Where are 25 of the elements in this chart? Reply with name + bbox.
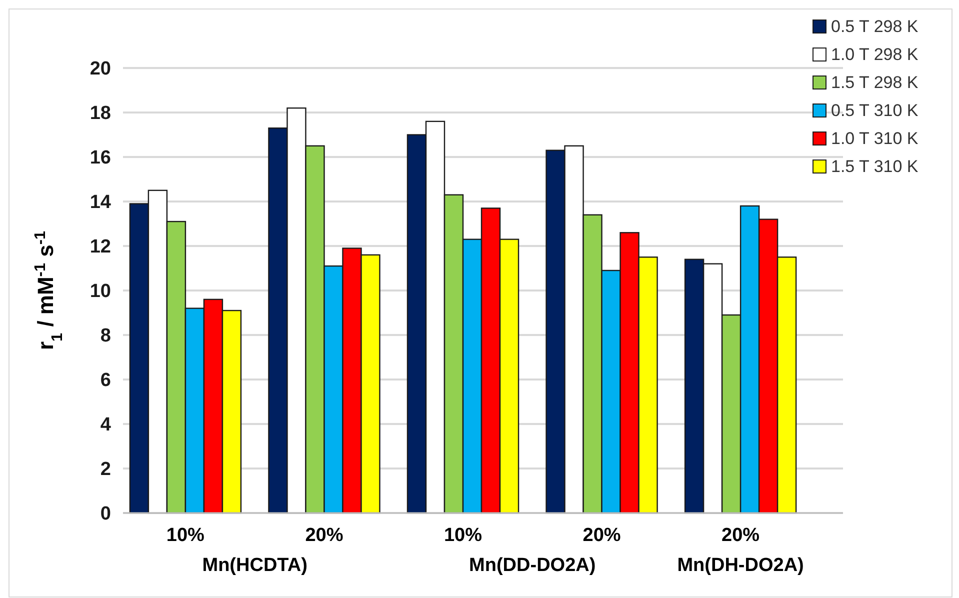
legend-label: 1.0 T 298 K — [831, 45, 919, 64]
x-tick-label: 10% — [166, 525, 205, 546]
y-tick-label: 20 — [90, 58, 111, 80]
legend-label: 0.5 T 310 K — [831, 101, 919, 120]
legend-label: 1.0 T 310 K — [831, 129, 919, 148]
legend-label: 1.5 T 310 K — [831, 157, 919, 176]
y-tick-label: 6 — [100, 370, 111, 392]
y-tick-label: 2 — [100, 459, 111, 480]
y-tick-label: 10 — [90, 281, 111, 302]
legend-label: 0.5 T 298 K — [831, 17, 919, 36]
y-tick-label: 14 — [90, 192, 112, 214]
y-tick-label: 16 — [90, 148, 111, 169]
y-tick-label: 0 — [100, 504, 111, 525]
x-tick-label: 20% — [305, 525, 344, 546]
text: Mn(DD-DO2A) — [469, 555, 596, 576]
y-tick-label: 18 — [90, 103, 111, 124]
y-tick-label: 4 — [100, 414, 112, 436]
x-tick-label: 20% — [582, 525, 621, 546]
y-tick-label: 12 — [90, 236, 111, 258]
text: Mn(HCDTA) — [202, 555, 308, 576]
text: Mn(DH-DO2A) — [677, 555, 804, 576]
y-tick-label: 8 — [100, 326, 111, 347]
legend-label: 1.5 T 298 K — [831, 73, 919, 92]
x-tick-label: 10% — [444, 525, 482, 546]
x-tick-label: 20% — [722, 525, 760, 546]
